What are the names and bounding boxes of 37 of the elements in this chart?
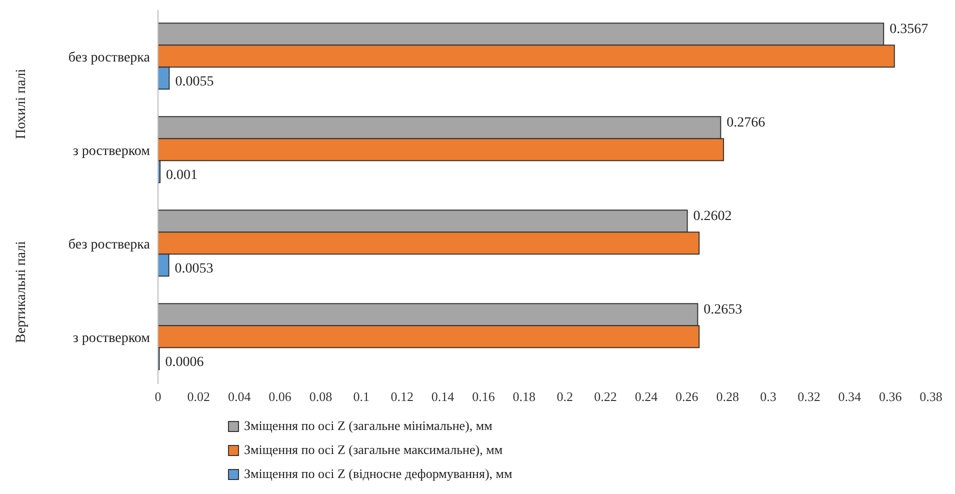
x-tick-label: 0.12 xyxy=(390,389,414,404)
legend-label: Зміщення по осі Z (загальне максимальне), мм xyxy=(244,441,503,459)
x-tick-label: 0.28 xyxy=(716,389,739,404)
x-tick-label: 0.18 xyxy=(512,389,536,404)
legend-label: Зміщення по осі Z (відносне деформування), мм xyxy=(244,465,512,483)
x-tick-label: 0.24 xyxy=(634,389,658,404)
y-tick-label: з ростверком xyxy=(72,144,150,160)
x-tick-label: 0.14 xyxy=(431,389,455,404)
x-tick-label: 0.38 xyxy=(920,389,942,404)
x-tick-label: 0.22 xyxy=(594,389,617,404)
data-label: 0.0006 xyxy=(165,354,204,370)
x-tick-label: 0.2 xyxy=(556,389,573,404)
x-tick-label: 0.1 xyxy=(353,389,370,404)
x-tick-label: 0.06 xyxy=(268,389,292,404)
x-tick-label: 0.34 xyxy=(838,389,862,404)
x-tick-label: 0.08 xyxy=(309,389,332,404)
x-tick-label: 0.3 xyxy=(760,389,776,404)
x-tick-label: 0.16 xyxy=(472,389,496,404)
data-label: 0.3567 xyxy=(890,22,928,38)
y-tick-label: без ростверка xyxy=(68,50,151,66)
data-label: 0.001 xyxy=(166,168,198,183)
x-tick-label: 0.02 xyxy=(187,389,210,404)
legend-label: Зміщення по осі Z (загальне мінімальне), мм xyxy=(244,417,492,435)
x-tick-label: 0.36 xyxy=(878,389,902,404)
x-tick-label: 0.04 xyxy=(228,389,252,404)
data-label: 0.2602 xyxy=(693,209,732,224)
x-tick-label: 0 xyxy=(154,389,162,404)
data-label: 0.2653 xyxy=(704,302,742,318)
data-label: 0.2766 xyxy=(726,116,766,131)
x-tick-label: 0.26 xyxy=(676,389,699,404)
data-label: 0.0053 xyxy=(174,261,214,276)
x-tick-label: 0.32 xyxy=(798,389,820,404)
y-tick-label: з ростверком xyxy=(72,331,150,346)
data-label: 0.0055 xyxy=(175,74,214,90)
y-tick-label: без ростверка xyxy=(68,238,151,253)
text: Вертикальні палі xyxy=(14,241,30,343)
text: Похилі палі xyxy=(14,68,30,140)
